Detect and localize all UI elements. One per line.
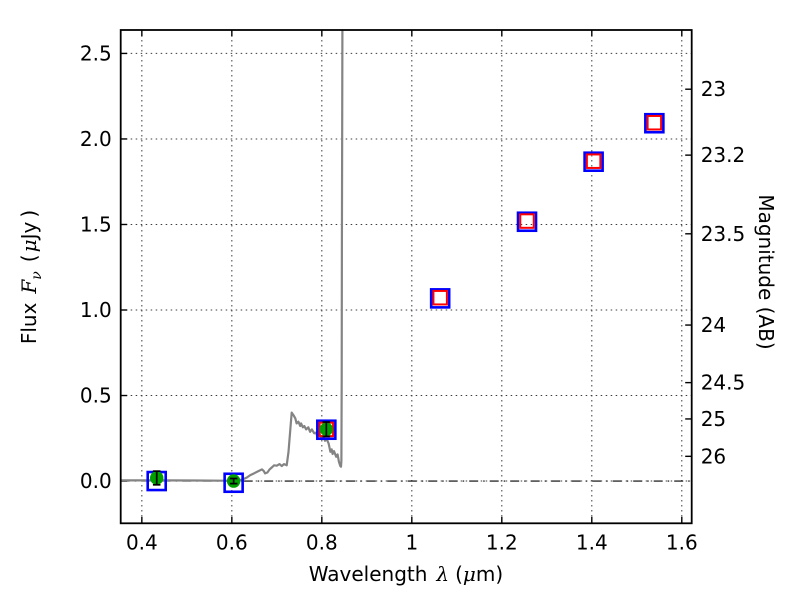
mag-tick-label: 23.5 — [701, 222, 746, 246]
flux-tick-label: 2.0 — [80, 127, 112, 151]
x-tick-label: 1.6 — [666, 530, 698, 554]
ylabel-paren-close: ) — [17, 209, 41, 218]
xlabel-word: Wavelength — [308, 562, 428, 586]
x-tick-label: 1.2 — [486, 530, 518, 554]
xlabel-unit: m) — [475, 562, 504, 586]
x-tick-label: 1.4 — [576, 530, 608, 554]
x-axis-label: Wavelength λ (μm) — [309, 562, 503, 586]
y-axis-label-magnitude: Magnitude (AB) — [754, 194, 778, 350]
xlabel-paren: ( — [455, 562, 463, 586]
blue-square-marker — [316, 419, 337, 441]
blue-square-marker — [644, 112, 665, 134]
flux-tick-label: 0.5 — [80, 384, 112, 408]
ylabel-unit: Jy — [17, 221, 41, 240]
red-square-marker — [432, 289, 448, 306]
model-spectrum-line — [120, 30, 344, 482]
x-tick-label: 0.8 — [306, 530, 338, 554]
mag-tick-label: 23 — [701, 77, 726, 101]
mag-tick-label: 26 — [701, 444, 726, 468]
flux-symbol: F — [17, 279, 41, 294]
lambda-symbol: λ — [436, 562, 450, 586]
x-tick-label: 0.6 — [216, 530, 248, 554]
flux-tick-label: 0.0 — [80, 469, 112, 493]
red-square-marker — [585, 153, 602, 169]
mag-tick-label: 24.5 — [701, 371, 746, 395]
flux-tick-label: 1.0 — [80, 298, 112, 322]
blue-square-marker — [583, 151, 604, 173]
flux-tick-label: 2.5 — [80, 41, 112, 65]
mag-tick-label: 23.2 — [701, 143, 746, 167]
mag-tick-label: 25 — [701, 407, 726, 431]
ylabel-paren-open: ( — [17, 254, 41, 263]
flux-tick-label: 1.5 — [80, 212, 112, 236]
x-tick-label: 0.4 — [126, 530, 158, 554]
red-square-marker — [646, 114, 663, 131]
nu-subscript: ν — [29, 271, 45, 280]
ylabel-word: Flux — [17, 302, 41, 345]
blue-square-marker — [516, 211, 538, 233]
y-axis-label-flux: Flux Fν (μJy) — [17, 210, 45, 344]
mu-symbol: μ — [462, 562, 476, 586]
blue-square-marker — [429, 288, 451, 309]
red-square-marker — [519, 213, 535, 229]
x-tick-label: 1 — [405, 530, 418, 554]
blue-square-marker — [223, 472, 244, 494]
mu-symbol-flux: μ — [17, 239, 41, 253]
mag-tick-label: 24 — [701, 313, 726, 337]
plot-border — [119, 29, 693, 525]
